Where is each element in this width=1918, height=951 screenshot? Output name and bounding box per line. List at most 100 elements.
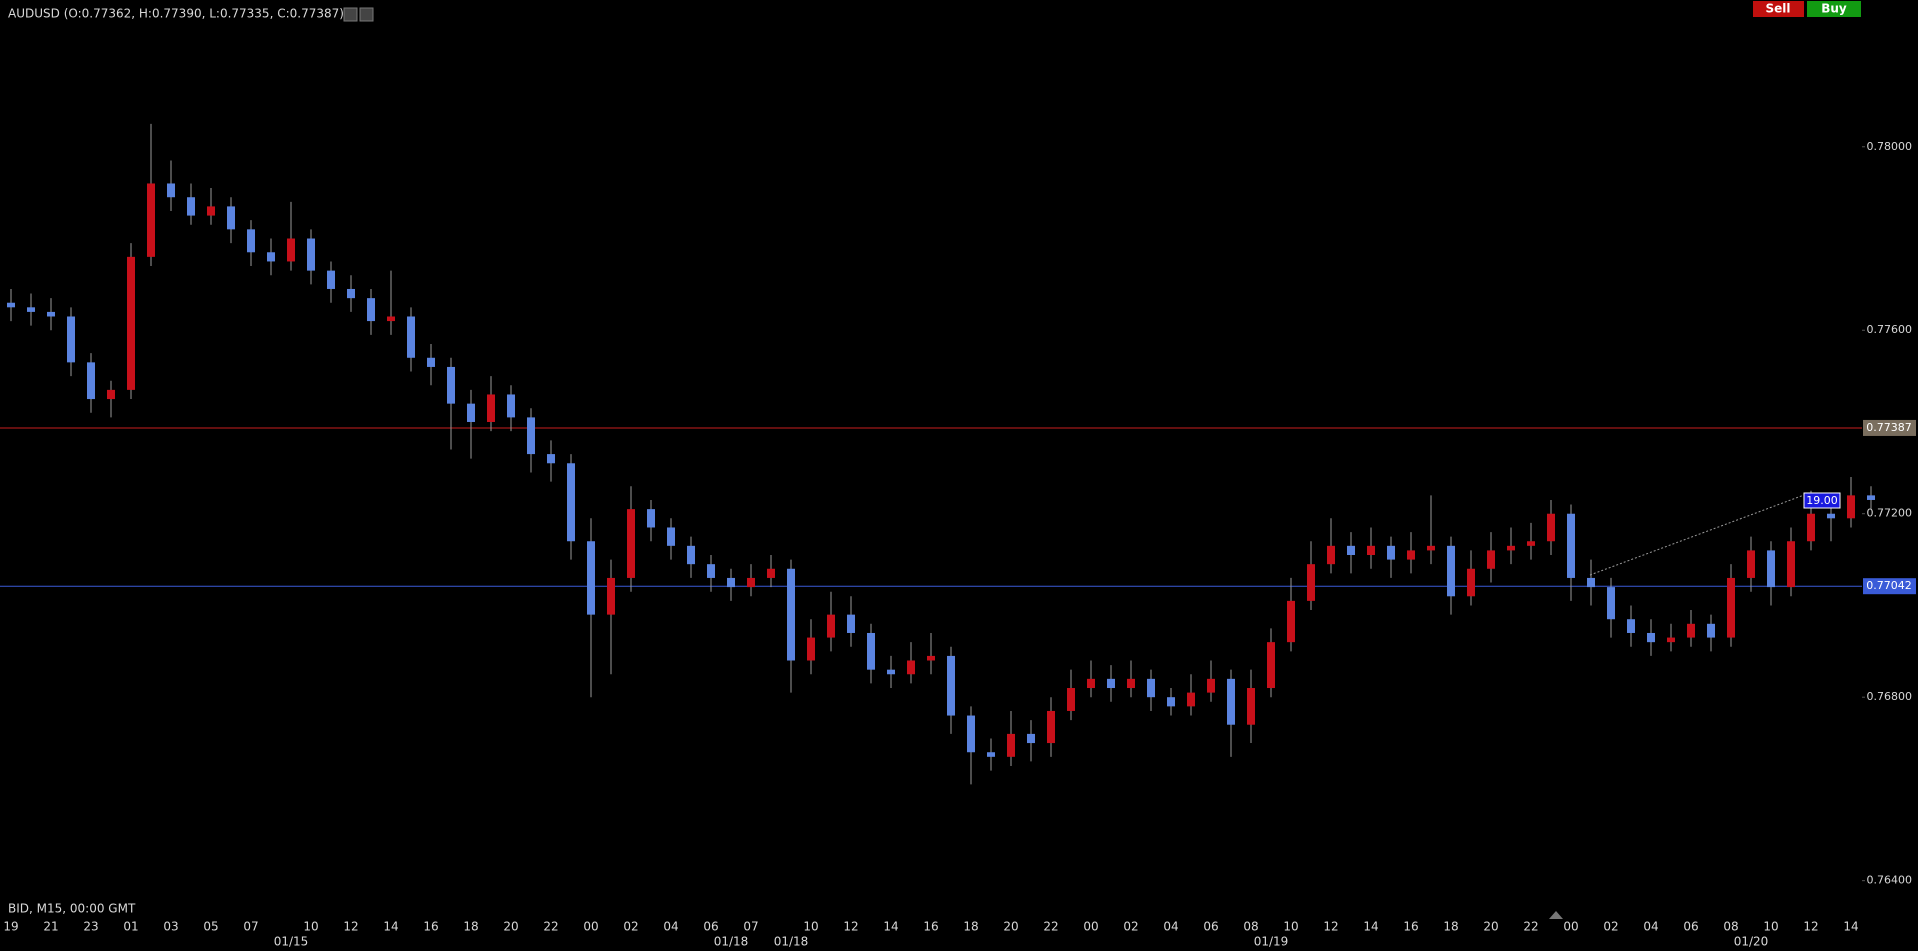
settings-icon[interactable] (343, 7, 358, 22)
candle-body (407, 316, 415, 358)
candle-body (567, 463, 575, 542)
x-tick-label: 12 (343, 920, 358, 934)
candle-body (1787, 541, 1795, 588)
x-tick-label: 00 (1083, 920, 1098, 934)
candle-body (1327, 545, 1335, 565)
candle-body (107, 389, 115, 400)
candle-body (1027, 733, 1035, 744)
candle-body (1827, 513, 1835, 519)
candle-body (227, 206, 235, 230)
x-tick-label: 03 (163, 920, 178, 934)
candle-body (907, 660, 915, 675)
candle-body (1427, 545, 1435, 551)
candle-body (467, 403, 475, 422)
candle-body (7, 302, 15, 308)
candle-body (1587, 577, 1595, 588)
x-tick-label: 20 (1003, 920, 1018, 934)
candle-body (1207, 678, 1215, 693)
date-label: 01/18 (714, 935, 749, 949)
x-tick-label: 20 (503, 920, 518, 934)
buy-button[interactable] (1807, 1, 1861, 17)
x-tick-label: 18 (463, 920, 478, 934)
candle-body (707, 564, 715, 578)
candle-body (647, 509, 655, 528)
candle-body (147, 183, 155, 257)
candle-body (1227, 678, 1235, 725)
candle-body (1507, 545, 1515, 551)
candle-body (1107, 678, 1115, 689)
x-tick-label: 01 (123, 920, 138, 934)
candle-body (1687, 623, 1695, 638)
level-label: 0.77387 (1866, 421, 1912, 434)
x-tick-label: 06 (1203, 920, 1218, 934)
level-label-box (1863, 578, 1916, 595)
candle-body (47, 311, 55, 317)
x-tick-label: 16 (423, 920, 438, 934)
candle-body (127, 256, 135, 390)
x-tick-label: 04 (1163, 920, 1178, 934)
candle-body (1747, 550, 1755, 578)
candle-body (1867, 495, 1875, 500)
candle-body (947, 655, 955, 716)
x-tick-label: 19 (3, 920, 18, 934)
x-tick-label: 10 (1763, 920, 1778, 934)
x-tick-label: 14 (383, 920, 398, 934)
candle-body (887, 669, 895, 675)
candle-body (587, 541, 595, 615)
candle-body (287, 238, 295, 262)
y-tick-label: 0.77600 (1867, 323, 1913, 336)
candle-body (1767, 550, 1775, 588)
y-tick-label: 0.78000 (1867, 140, 1913, 153)
x-tick-label: 14 (883, 920, 898, 934)
candle-body (607, 577, 615, 615)
candle-body (667, 527, 675, 546)
candle-body (1367, 545, 1375, 556)
candle-body (1167, 697, 1175, 707)
candle-body (1347, 545, 1355, 556)
x-tick-label: 21 (43, 920, 58, 934)
x-tick-label: 12 (1803, 920, 1818, 934)
x-tick-label: 12 (1323, 920, 1338, 934)
x-tick-label: 10 (1283, 920, 1298, 934)
candle-body (87, 362, 95, 400)
candle-body (1267, 642, 1275, 689)
candle-body (1007, 733, 1015, 757)
candle-body (1067, 688, 1075, 711)
level-label-box (1863, 419, 1916, 436)
sell-button[interactable] (1753, 1, 1804, 17)
candle-body (1307, 564, 1315, 601)
candle-body (727, 577, 735, 588)
candle-body (1547, 513, 1555, 542)
x-tick-label: 04 (1643, 920, 1658, 934)
y-tick-label: 0.77200 (1867, 507, 1913, 520)
candle-body (1647, 632, 1655, 643)
candle-body (1567, 513, 1575, 578)
x-tick-label: 00 (583, 920, 598, 934)
candle-body (767, 568, 775, 578)
x-tick-label: 20 (1483, 920, 1498, 934)
candle-body (547, 454, 555, 464)
candle-body (187, 197, 195, 216)
candle-body (1247, 688, 1255, 725)
candle-body (787, 568, 795, 661)
date-label: 01/18 (774, 935, 809, 949)
candle-body (927, 655, 935, 661)
x-tick-label: 14 (1363, 920, 1378, 934)
candle-body (487, 394, 495, 422)
x-tick-label: 10 (303, 920, 318, 934)
candle-body (1047, 710, 1055, 744)
candle-body (307, 238, 315, 271)
candle-body (1447, 545, 1455, 597)
candle-body (967, 715, 975, 753)
close-icon[interactable] (359, 7, 374, 22)
annotation-label: 19.00 (1806, 494, 1838, 507)
buy-label[interactable]: Buy (1821, 2, 1847, 16)
candle-body (527, 417, 535, 455)
chart-title: AUDUSD (O:0.77362, H:0.77390, L:0.77335,… (8, 7, 344, 21)
x-tick-label: 04 (663, 920, 678, 934)
sell-label[interactable]: Sell (1765, 2, 1790, 16)
candle-body (867, 632, 875, 670)
candle-body (167, 183, 175, 198)
